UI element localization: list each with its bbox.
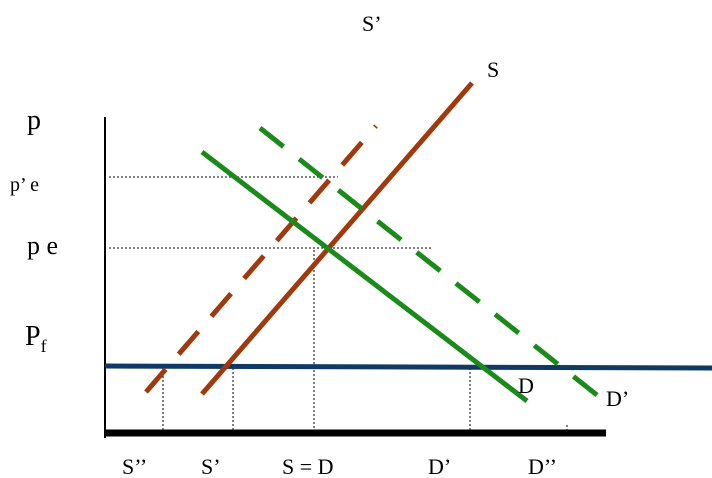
demand-curve-d-prime [258,126,614,409]
y-label-p-f-main: P [25,321,41,352]
demand-d-label: D [518,373,534,398]
y-label-p-f-sub: f [41,336,47,356]
y-label-p-prime-e: p’ e [10,174,39,196]
x-label-s-double-prime: S’’ [122,454,147,478]
x-label-d-prime: D’ [428,454,451,478]
supply-curve-s [200,81,474,396]
demand-curve-d [200,150,529,403]
supply-curve-s-prime [144,124,378,394]
y-label-p-e: p e [27,231,58,260]
y-label-p-f: Pf [25,321,47,356]
price-floor-line [104,363,712,371]
supply-s-label: S [487,57,499,82]
x-label-s-prime: S’ [201,454,221,478]
x-label-d-double-prime: D’’ [528,454,557,478]
top-s-prime-label: S’ [362,11,382,36]
demand-d-prime-label: D’ [606,386,629,411]
x-label-s-equals-d: S = D [282,454,334,478]
y-label-p: p [27,105,41,136]
